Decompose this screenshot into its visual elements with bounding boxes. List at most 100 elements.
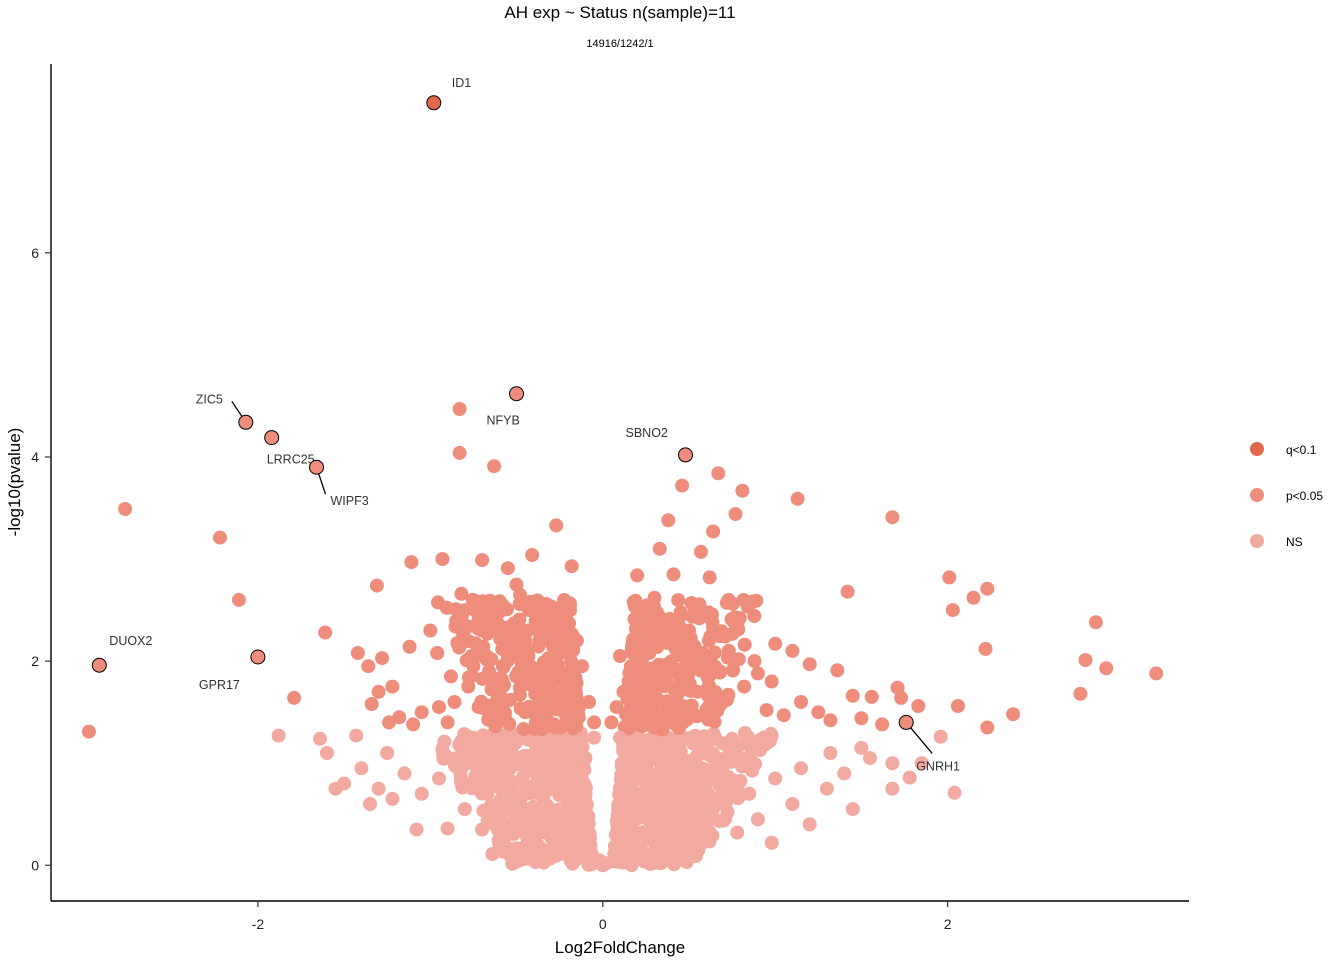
ns-point — [475, 822, 490, 837]
ns-point — [902, 770, 917, 785]
p-point — [569, 633, 584, 648]
p-point — [978, 641, 993, 656]
ns-point — [313, 731, 327, 746]
ns-point — [567, 853, 582, 868]
ns-point — [349, 728, 364, 743]
ns-point — [705, 615, 720, 630]
ns-point — [638, 709, 653, 724]
x-axis-ticks: -2 0 2 — [252, 901, 952, 932]
ns-point — [533, 823, 548, 838]
p-point — [471, 700, 486, 715]
ns-point — [823, 746, 838, 760]
ns-point — [695, 782, 710, 797]
p-point — [845, 688, 860, 703]
ns-point — [555, 746, 570, 761]
p-point — [500, 561, 515, 576]
p-point — [764, 674, 779, 689]
p-point — [361, 659, 376, 674]
p-point — [518, 705, 533, 720]
ns-point — [612, 796, 627, 811]
p-point — [830, 663, 845, 678]
ns-point — [556, 624, 571, 639]
ns-point — [684, 803, 699, 818]
p-point — [768, 636, 783, 651]
ns-point — [513, 645, 527, 660]
p-point — [1078, 653, 1093, 668]
ns-point — [491, 695, 506, 710]
p-point — [747, 654, 762, 669]
p-point — [668, 717, 683, 732]
ns-point — [464, 781, 479, 796]
ns-point — [680, 645, 695, 660]
ns-point — [785, 797, 800, 811]
ns-point — [885, 781, 900, 796]
labeled-point-id1 — [426, 95, 442, 111]
ns-point — [633, 835, 648, 850]
ns-point — [747, 609, 762, 623]
ns-point — [397, 766, 412, 781]
ns-point — [885, 756, 900, 771]
ns-point — [700, 735, 715, 750]
p-point — [482, 664, 496, 679]
ns-point — [654, 626, 669, 640]
ns-point — [449, 751, 464, 766]
ns-point — [671, 593, 686, 608]
p-point — [695, 646, 710, 660]
ns-point — [509, 797, 524, 811]
ns-point — [550, 639, 565, 654]
ns-point — [575, 817, 590, 832]
ns-point — [468, 636, 483, 651]
p-point — [382, 715, 396, 730]
ns-point — [673, 605, 688, 620]
ns-point — [622, 780, 637, 795]
ns-point — [555, 601, 570, 616]
y-tick-label: 0 — [31, 857, 39, 873]
ns-point — [651, 830, 666, 845]
p-point — [656, 613, 671, 628]
ns-point — [693, 663, 708, 678]
p-point — [690, 684, 705, 699]
p-point — [538, 603, 553, 618]
p-point — [728, 507, 743, 522]
ns-point — [727, 610, 742, 625]
ns-point — [613, 730, 627, 745]
p-point — [745, 594, 760, 609]
p-point — [785, 643, 800, 658]
ns-point — [621, 822, 636, 837]
ns-point — [569, 837, 584, 852]
y-tick-label: 2 — [31, 653, 39, 669]
p-point — [371, 684, 386, 699]
p-point — [661, 513, 676, 528]
ns-point — [712, 629, 727, 644]
p-point — [942, 570, 957, 585]
ns-point — [512, 612, 527, 627]
ns-point — [569, 771, 584, 786]
p-point — [402, 639, 417, 654]
p-point — [609, 700, 624, 715]
ns-point — [737, 637, 752, 652]
p-point — [966, 590, 981, 605]
ns-point — [764, 835, 779, 850]
p-point — [423, 623, 438, 638]
p-point — [466, 659, 481, 674]
ns-point — [654, 762, 669, 777]
gene-label-wipf3: WIPF3 — [331, 494, 369, 508]
p-point — [1099, 661, 1114, 676]
p-point — [492, 710, 507, 725]
ns-point — [684, 596, 699, 611]
ns-point — [638, 786, 653, 801]
p-point — [713, 664, 727, 679]
ns-point — [354, 761, 369, 776]
p-point — [604, 715, 619, 730]
ns-point — [707, 749, 722, 764]
ns-point — [476, 594, 490, 609]
p-point — [575, 659, 590, 674]
x-tick-label: 0 — [599, 916, 607, 932]
ns-point — [716, 813, 731, 828]
p-point — [118, 502, 133, 516]
ns-point — [656, 751, 671, 766]
p-point — [231, 592, 246, 607]
gene-label-zic5: ZIC5 — [196, 392, 223, 406]
ns-point — [587, 730, 602, 745]
y-tick-label: 4 — [31, 449, 39, 465]
